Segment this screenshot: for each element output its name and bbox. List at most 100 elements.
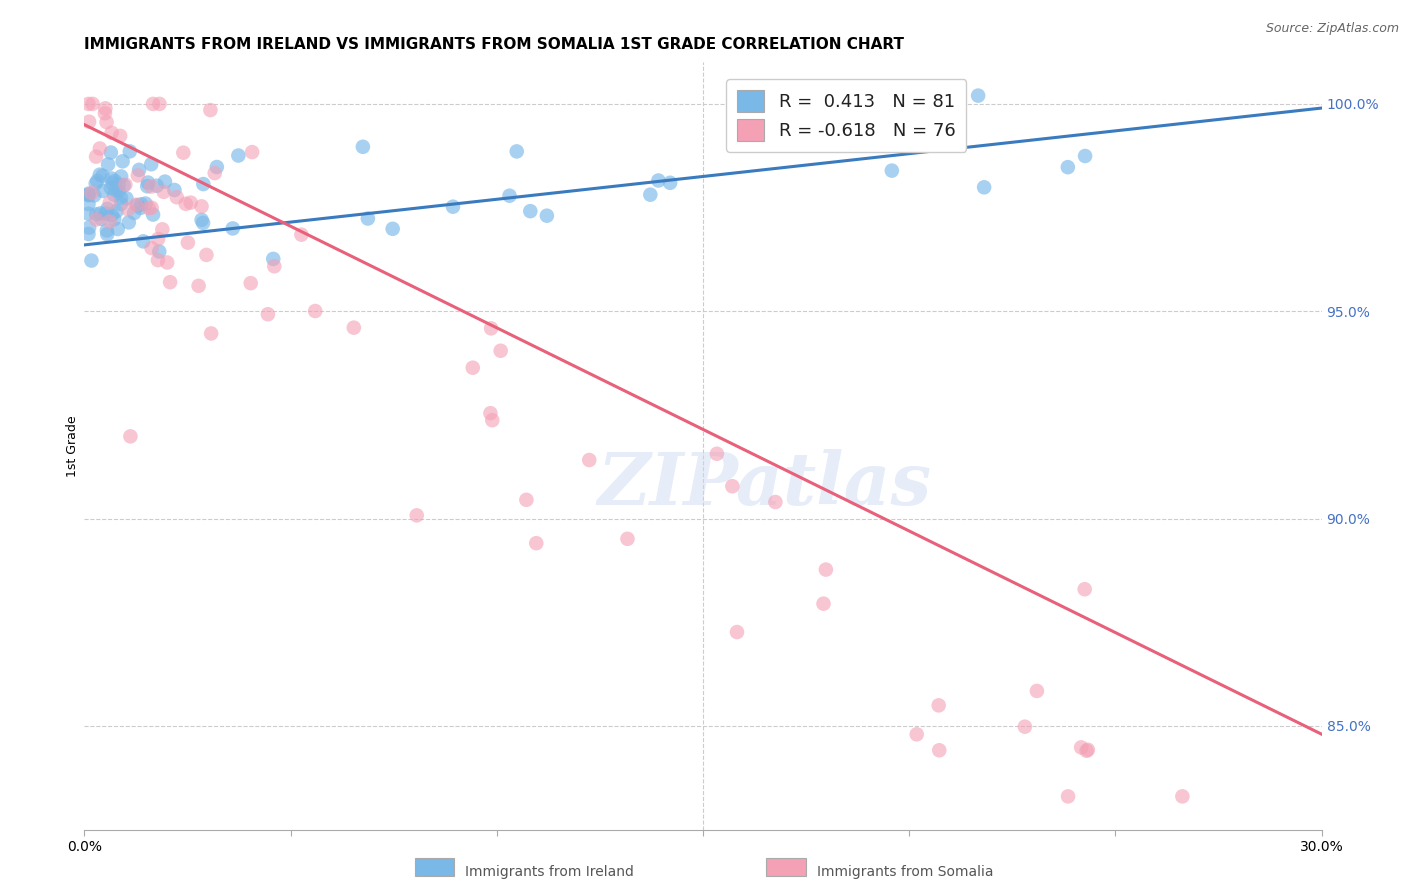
Point [479, 406, 502, 420]
Point [100, 171, 122, 186]
Point [141, 179, 163, 194]
Point [100, 126, 122, 140]
Point [83, 188, 105, 202]
Point [441, 200, 464, 214]
Point [97, 157, 120, 171]
Point [141, 201, 163, 215]
Point [1073, 582, 1095, 597]
Point [91, 169, 114, 183]
Point [105, 204, 128, 219]
Point [352, 140, 374, 154]
Point [90, 211, 112, 226]
Point [118, 145, 141, 159]
Point [82, 96, 104, 111]
Point [146, 253, 169, 268]
Point [128, 162, 150, 177]
Point [89, 141, 111, 155]
Point [129, 197, 152, 211]
Point [77, 227, 100, 241]
Point [193, 177, 215, 191]
Point [880, 163, 903, 178]
Point [100, 145, 122, 160]
Text: Immigrants from Somalia: Immigrants from Somalia [817, 865, 994, 880]
Point [142, 96, 165, 111]
Point [239, 276, 262, 290]
Point [107, 184, 129, 198]
Point [148, 244, 170, 259]
Point [928, 698, 950, 713]
Point [77, 220, 100, 235]
Point [1171, 789, 1194, 804]
Legend: R =  0.413   N = 81, R = -0.618   N = 76: R = 0.413 N = 81, R = -0.618 N = 76 [727, 79, 966, 152]
Point [111, 154, 134, 169]
Point [973, 180, 995, 194]
Point [110, 169, 132, 184]
Text: ZIPatlas: ZIPatlas [598, 449, 932, 520]
Point [1014, 720, 1036, 734]
Point [163, 183, 186, 197]
Text: IMMIGRANTS FROM IRELAND VS IMMIGRANTS FROM SOMALIA 1ST GRADE CORRELATION CHART: IMMIGRANTS FROM IRELAND VS IMMIGRANTS FR… [84, 37, 904, 52]
Point [290, 227, 312, 242]
Point [515, 492, 537, 507]
Point [77, 96, 100, 111]
Point [381, 222, 404, 236]
Point [524, 536, 547, 550]
Point [257, 307, 280, 321]
Point [578, 453, 600, 467]
Point [536, 209, 558, 223]
Point [706, 447, 728, 461]
Point [343, 320, 366, 334]
Point [1074, 149, 1097, 163]
Point [129, 201, 152, 215]
Point [94, 101, 117, 115]
Point [101, 176, 124, 190]
Point [616, 532, 638, 546]
Point [115, 191, 138, 205]
Point [187, 278, 209, 293]
Point [177, 235, 200, 250]
Point [159, 275, 181, 289]
Point [77, 187, 100, 202]
Point [205, 160, 228, 174]
Point [110, 197, 132, 211]
Point [905, 727, 928, 741]
Point [240, 145, 263, 160]
Point [94, 106, 117, 120]
Point [84, 207, 107, 221]
Point [94, 206, 117, 220]
Point [96, 202, 118, 216]
Point [104, 183, 127, 197]
Point [200, 103, 222, 117]
Point [190, 199, 212, 213]
Point [96, 227, 118, 242]
Point [1056, 160, 1078, 174]
Y-axis label: 1st Grade: 1st Grade [66, 415, 79, 477]
Point [262, 252, 284, 266]
Point [127, 198, 149, 212]
Point [150, 222, 173, 236]
Point [127, 169, 149, 183]
Point [77, 197, 100, 211]
Point [647, 173, 669, 187]
Point [77, 186, 100, 201]
Point [190, 212, 212, 227]
Point [1077, 743, 1099, 757]
Point [146, 232, 169, 246]
Point [136, 179, 159, 194]
Point [191, 216, 214, 230]
Point [84, 212, 107, 227]
Point [104, 174, 127, 188]
Point [156, 255, 179, 269]
Point [84, 150, 107, 164]
Point [640, 187, 662, 202]
Point [1057, 789, 1080, 804]
Point [172, 145, 194, 160]
Point [103, 187, 125, 202]
Point [659, 176, 682, 190]
Text: Immigrants from Ireland: Immigrants from Ireland [465, 865, 634, 880]
Point [725, 625, 748, 640]
Point [228, 148, 250, 162]
Point [125, 198, 148, 212]
Point [96, 115, 118, 129]
Point [100, 181, 122, 195]
